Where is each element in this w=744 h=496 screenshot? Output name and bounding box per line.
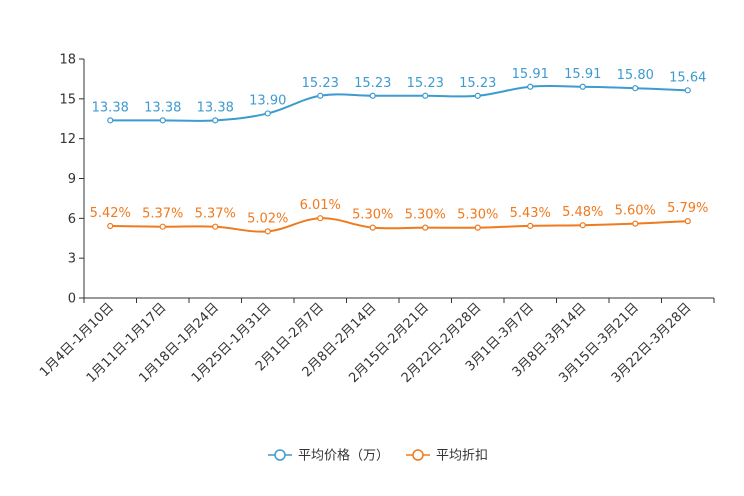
data-label: 13.38: [197, 100, 234, 115]
data-point: [369, 224, 376, 231]
data-point: [422, 92, 429, 99]
data-point: [159, 223, 166, 230]
data-label: 15.80: [617, 68, 654, 83]
data-label: 15.23: [459, 76, 496, 91]
data-point: [684, 87, 691, 94]
legend-marker-0: [274, 449, 286, 461]
data-label: 5.60%: [615, 204, 656, 219]
data-point: [474, 92, 481, 99]
data-label: 5.79%: [667, 201, 708, 216]
data-label: 15.64: [669, 70, 706, 85]
data-label: 5.43%: [510, 206, 551, 221]
data-point: [317, 215, 324, 222]
data-point: [107, 117, 114, 124]
y-tick-label: 6: [68, 212, 76, 227]
data-label: 5.30%: [405, 208, 446, 223]
data-label: 5.02%: [247, 211, 288, 226]
y-tick-label: 15: [59, 92, 76, 107]
y-tick-label: 18: [59, 53, 76, 68]
series-line-1: [110, 217, 688, 233]
data-point: [212, 117, 219, 124]
data-label: 15.23: [354, 76, 391, 91]
data-point: [527, 83, 534, 90]
data-point: [317, 92, 324, 99]
y-tick-label: 9: [68, 172, 76, 187]
data-label: 5.37%: [195, 207, 236, 222]
data-label: 15.23: [302, 76, 339, 91]
data-label: 5.42%: [90, 206, 131, 221]
data-label: 5.37%: [142, 207, 183, 222]
data-point: [632, 220, 639, 227]
data-point: [579, 83, 586, 90]
data-label: 13.38: [144, 100, 181, 115]
data-point: [264, 110, 271, 117]
data-label: 5.48%: [562, 205, 603, 220]
data-point: [684, 218, 691, 225]
y-tick-label: 12: [59, 132, 76, 147]
data-label: 13.38: [92, 100, 129, 115]
legend-marker-1: [412, 449, 424, 461]
series-line-0: [110, 84, 688, 122]
data-point: [212, 223, 219, 230]
y-tick-label: 0: [68, 292, 76, 307]
data-point: [422, 224, 429, 231]
data-point: [474, 224, 481, 231]
data-label: 6.01%: [300, 198, 341, 213]
data-point: [107, 222, 114, 230]
data-label: 15.91: [564, 67, 601, 82]
data-label: 15.23: [407, 76, 444, 91]
data-label: 5.30%: [352, 208, 393, 223]
data-label: 5.30%: [457, 208, 498, 223]
y-tick-label: 3: [68, 252, 76, 267]
data-point: [159, 117, 166, 124]
data-label: 13.90: [249, 93, 286, 108]
legend-label-0: 平均价格（万）: [298, 448, 389, 464]
legend-label-1: 平均折扣: [436, 449, 488, 464]
data-point: [527, 222, 534, 230]
data-label: 15.91: [512, 67, 549, 82]
data-point: [632, 85, 639, 92]
data-point: [579, 222, 586, 229]
data-point: [369, 92, 376, 99]
data-point: [264, 228, 271, 235]
